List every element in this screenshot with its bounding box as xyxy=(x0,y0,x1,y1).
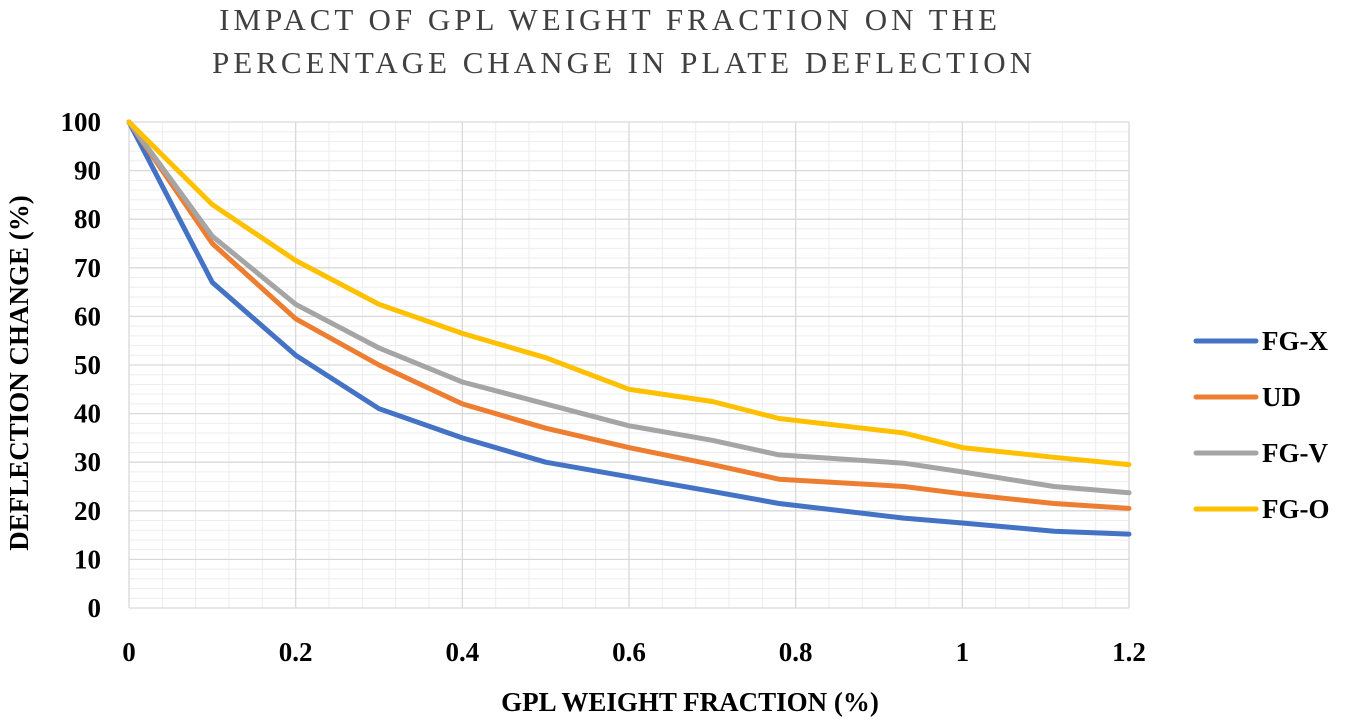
legend-label-fg-x: FG-X xyxy=(1262,326,1328,356)
chart-title-line-2: PERCENTAGE CHANGE IN PLATE DEFLECTION xyxy=(212,45,1036,80)
y-tick-label: 90 xyxy=(74,156,101,186)
y-axis-tick-labels: 0 10 20 30 40 50 60 70 80 90 100 xyxy=(61,107,102,623)
y-tick-label: 10 xyxy=(74,544,101,574)
x-tick-label: 0.2 xyxy=(279,637,313,667)
x-tick-label: 0.8 xyxy=(779,637,813,667)
x-axis-label: GPL WEIGHT FRACTION (%) xyxy=(501,687,879,717)
y-tick-label: 100 xyxy=(61,107,102,137)
legend-label-ud: UD xyxy=(1262,382,1301,412)
y-tick-label: 40 xyxy=(74,399,101,429)
x-tick-label: 0.6 xyxy=(612,637,646,667)
y-tick-label: 20 xyxy=(74,496,101,526)
y-axis-label: DEFLECTION CHANGE (%) xyxy=(4,195,34,551)
y-tick-label: 50 xyxy=(74,350,101,380)
y-tick-label: 0 xyxy=(88,593,102,623)
x-tick-label: 1 xyxy=(956,637,970,667)
x-tick-label: 0.4 xyxy=(445,637,479,667)
plot-gridlines xyxy=(128,121,1130,609)
y-tick-label: 60 xyxy=(74,301,101,331)
y-tick-label: 70 xyxy=(74,253,101,283)
data-series-lines xyxy=(126,119,1132,537)
chart-title: IMPACT OF GPL WEIGHT FRACTION ON THE PER… xyxy=(212,2,1036,80)
y-tick-label: 30 xyxy=(74,447,101,477)
x-tick-label: 1.2 xyxy=(1112,637,1146,667)
x-tick-label: 0 xyxy=(122,637,136,667)
legend-label-fg-v: FG-V xyxy=(1262,438,1328,468)
series-line-fg-v xyxy=(126,119,1132,496)
y-tick-label: 80 xyxy=(74,204,101,234)
series-line-fg-o xyxy=(126,119,1132,468)
chart-title-line-1: IMPACT OF GPL WEIGHT FRACTION ON THE xyxy=(219,2,1001,37)
chart-legend: FG-X UD FG-V FG-O xyxy=(1193,326,1330,524)
series-line-fg-x xyxy=(126,119,1132,537)
x-axis-tick-labels: 0 0.2 0.4 0.6 0.8 1 1.2 xyxy=(122,637,1146,667)
series-line-ud xyxy=(126,119,1132,511)
legend-label-fg-o: FG-O xyxy=(1262,494,1330,524)
